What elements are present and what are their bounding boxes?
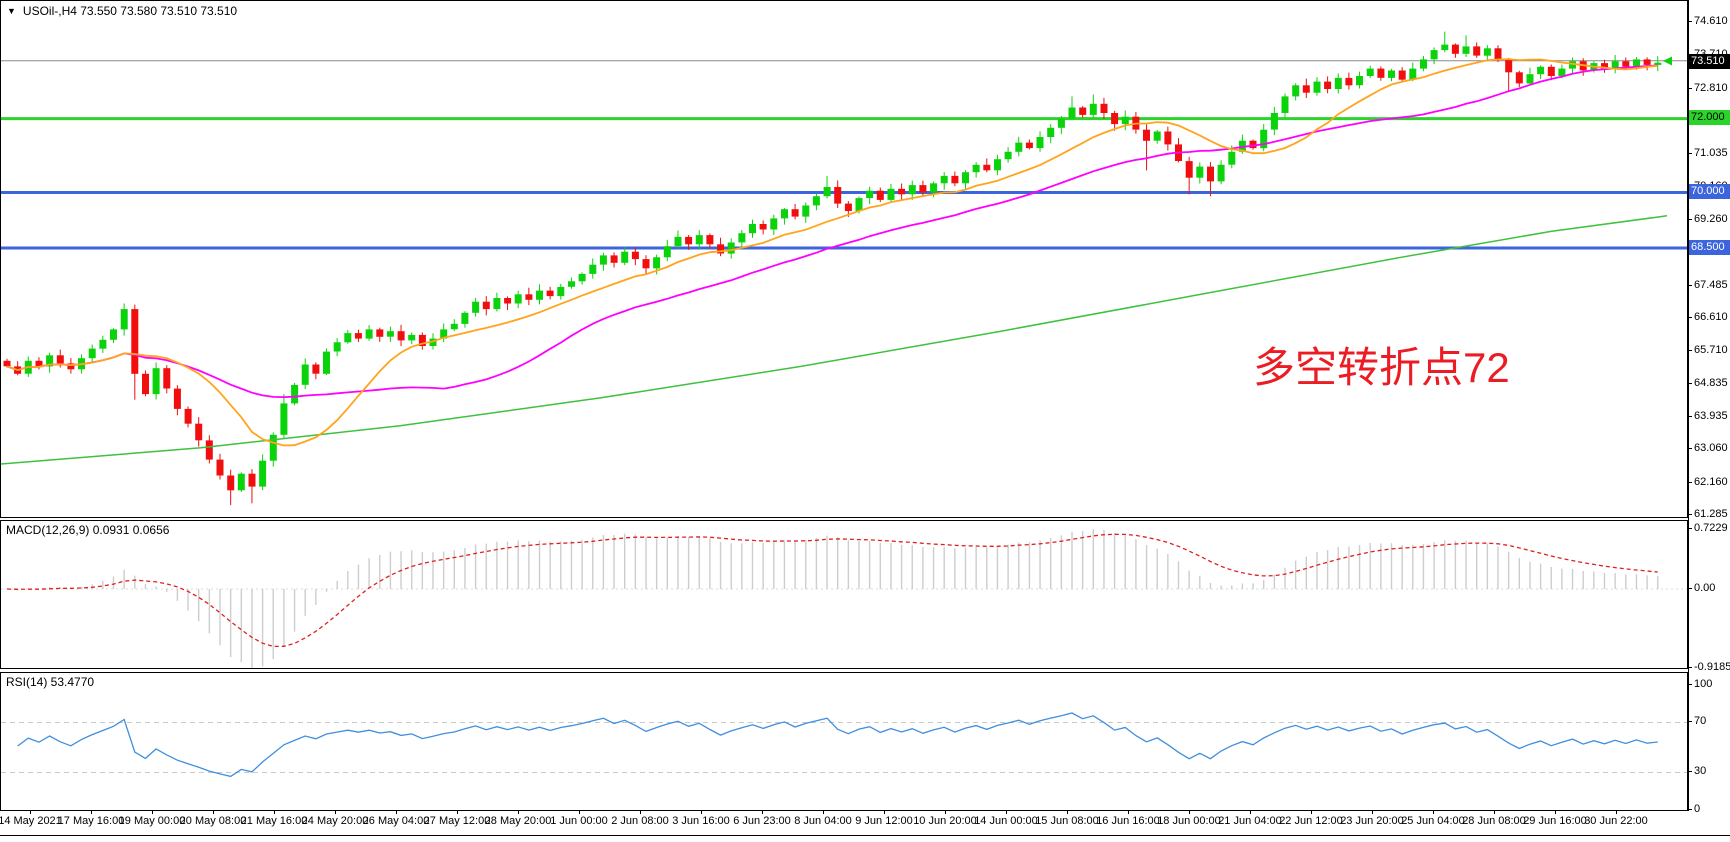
time-axis-label: 28 Jun 08:00	[1462, 815, 1526, 827]
time-axis-label: 15 Jun 08:00	[1035, 815, 1099, 827]
time-tick	[823, 810, 824, 814]
macd-tick-label: 0.00	[1688, 582, 1715, 594]
time-tick	[1189, 810, 1190, 814]
rsi-panel: RSI(14) 53.4770	[0, 672, 1688, 811]
time-axis-label: 6 Jun 23:00	[733, 815, 791, 827]
price-tick-label: 69.260	[1688, 213, 1728, 225]
candles-layer	[3, 31, 1662, 506]
time-axis-label: 19 May 00:00	[118, 815, 186, 827]
symbol-ohlc-readout: USOil-,H4 73.550 73.580 73.510 73.510	[22, 4, 238, 18]
time-axis-label: 25 Jun 04:00	[1401, 815, 1465, 827]
price-tick-label: 62.160	[1688, 476, 1728, 488]
price-tick-label: 61.285	[1688, 508, 1728, 520]
time-axis-label: 1 Jun 00:00	[550, 815, 608, 827]
time-axis-label: 8 Jun 04:00	[794, 815, 852, 827]
time-axis-label: 2 Jun 08:00	[611, 815, 669, 827]
time-axis-label: 16 Jun 16:00	[1096, 815, 1160, 827]
price-tick-label: 64.835	[1688, 377, 1728, 389]
time-tick	[518, 810, 519, 814]
time-tick	[762, 810, 763, 814]
price-tick-label: 67.485	[1688, 279, 1728, 291]
price-chart-surface[interactable]	[1, 1, 1687, 517]
time-tick	[579, 810, 580, 814]
rsi-label: RSI(14) 53.4770	[6, 675, 95, 689]
time-tick	[91, 810, 92, 814]
current-price-arrow-icon	[1663, 56, 1672, 66]
time-tick	[884, 810, 885, 814]
time-tick	[1250, 810, 1251, 814]
time-tick	[335, 810, 336, 814]
time-axis-label: 9 Jun 12:00	[855, 815, 913, 827]
time-axis-label: 21 Jun 04:00	[1218, 815, 1282, 827]
time-axis-label: 27 May 12:00	[423, 815, 491, 827]
price-tick-label: 65.710	[1688, 344, 1728, 356]
time-tick	[945, 810, 946, 814]
time-axis[interactable]: 14 May 2021 17 May 16:00 19 May 00:00 20 Ma…	[0, 810, 1730, 833]
time-tick	[213, 810, 214, 814]
time-tick	[1311, 810, 1312, 814]
main-price-panel: ▼ USOil-,H4 73.550 73.580 73.510 73.510 多…	[0, 0, 1688, 518]
time-tick	[30, 810, 31, 814]
price-level-box: 72.000	[1689, 110, 1730, 125]
time-axis-label: 30 Jun 22:00	[1584, 815, 1648, 827]
price-tick-label: 63.060	[1688, 442, 1728, 454]
macd-label: MACD(12,26,9) 0.0931 0.0656	[6, 523, 170, 537]
macd-tick-label: -0.9185	[1688, 661, 1730, 673]
time-tick	[1372, 810, 1373, 814]
time-tick	[1433, 810, 1434, 814]
time-axis-label: 23 Jun 20:00	[1340, 815, 1404, 827]
time-axis-label: 22 Jun 12:00	[1279, 815, 1343, 827]
price-tick-label: 72.810	[1688, 82, 1728, 94]
rsi-tick-label: 70	[1688, 715, 1706, 727]
price-tick-label: 74.610	[1688, 15, 1728, 27]
price-level-box: 73.510	[1689, 54, 1730, 69]
macd-chart-surface[interactable]	[1, 521, 1687, 668]
time-tick	[1067, 810, 1068, 814]
time-axis-label: 3 Jun 16:00	[672, 815, 730, 827]
time-axis-label: 21 May 16:00	[240, 815, 308, 827]
price-tick-label: 71.035	[1688, 147, 1728, 159]
window-bottom-border	[0, 835, 1730, 836]
time-axis-label: 24 May 20:00	[301, 815, 369, 827]
rsi-chart-surface[interactable]	[1, 673, 1687, 810]
time-tick	[274, 810, 275, 814]
rsi-tick-label: 100	[1688, 678, 1712, 690]
time-axis-label: 10 Jun 20:00	[913, 815, 977, 827]
time-tick	[396, 810, 397, 814]
time-axis-label: 28 May 20:00	[484, 815, 552, 827]
macd-panel: MACD(12,26,9) 0.0931 0.0656	[0, 520, 1688, 669]
time-tick	[1616, 810, 1617, 814]
time-axis-label: 14 May 2021	[0, 815, 62, 827]
time-tick	[1128, 810, 1129, 814]
rsi-tick-label: 0	[1688, 803, 1700, 815]
macd-tick-label: 0.7229	[1688, 522, 1728, 534]
time-tick	[1555, 810, 1556, 814]
time-tick	[1494, 810, 1495, 814]
macd-histogram	[16, 529, 1659, 668]
chart-title: ▼ USOil-,H4 73.550 73.580 73.510 73.510	[7, 4, 237, 18]
time-tick	[701, 810, 702, 814]
price-axis[interactable]: 74.61073.71072.81071.03570.16069.26067.4…	[1688, 0, 1730, 842]
time-tick	[152, 810, 153, 814]
time-axis-label: 20 May 08:00	[179, 815, 247, 827]
time-tick	[640, 810, 641, 814]
time-tick	[1006, 810, 1007, 814]
price-level-box: 68.500	[1689, 240, 1730, 255]
price-tick-label: 66.610	[1688, 311, 1728, 323]
time-axis-label: 18 Jun 00:00	[1157, 815, 1221, 827]
price-tick-label: 63.935	[1688, 410, 1728, 422]
time-tick	[457, 810, 458, 814]
chart-annotation-text: 多空转折点72	[1253, 344, 1510, 391]
time-axis-label: 17 May 16:00	[57, 815, 125, 827]
time-axis-label: 29 Jun 16:00	[1523, 815, 1587, 827]
symbol-dropdown-icon[interactable]: ▼	[7, 6, 16, 16]
price-axis-border	[1688, 0, 1689, 811]
rsi-tick-label: 30	[1688, 765, 1706, 777]
price-level-box: 70.000	[1689, 184, 1730, 199]
time-axis-label: 26 May 04:00	[362, 815, 430, 827]
time-axis-label: 14 Jun 00:00	[974, 815, 1038, 827]
